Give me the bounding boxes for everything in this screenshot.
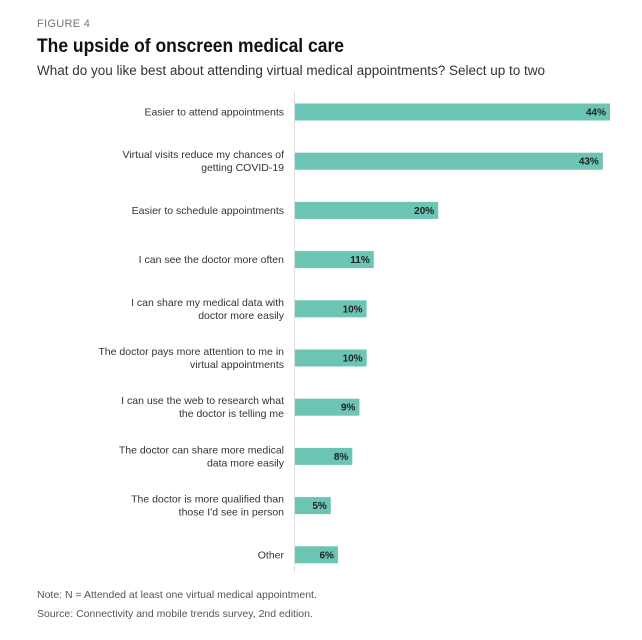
bar [295,497,331,515]
category-label-line: virtual appointments [190,359,284,371]
category-label-line: Easier to schedule appointments [132,205,284,217]
category-label: I can see the doctor more often [139,254,284,266]
bar-value-label: 44% [586,108,606,119]
bar [295,251,374,269]
category-label: Easier to schedule appointments [132,205,284,217]
category-label: The doctor pays more attention to me in v… [98,346,284,371]
figure-label: FIGURE 4 [37,18,91,30]
bar [295,300,367,318]
chart-source: Source: Connectivity and mobile trends s… [37,608,313,620]
chart-note: Note: N = Attended at least one virtual … [37,589,317,601]
bar-value-label: 11% [350,255,370,266]
category-label: I can share my medical data with doctor m… [131,297,285,322]
category-label-line: I can share my medical data with [131,297,284,309]
bar [295,152,603,170]
category-label: Easier to attend appointments [144,107,284,119]
category-label-line: Easier to attend appointments [144,107,284,119]
bar [295,201,439,219]
bar-value-label: 20% [414,206,434,217]
category-label-line: those I'd see in person [179,507,284,519]
chart-title: The upside of onscreen medical care [37,36,344,57]
bar [295,398,360,416]
category-label-line: data more easily [207,457,285,469]
bar [295,103,610,121]
category-label-line: the doctor is telling me [179,408,284,420]
category-label: The doctor can share more medical data mo… [119,444,285,469]
category-label-line: I can see the doctor more often [139,254,284,266]
bar [295,546,338,564]
category-label-line: The doctor is more qualified than [131,494,284,506]
category-label-line: I can use the web to research what [121,395,284,407]
bar-value-label: 43% [579,157,599,168]
bar-value-label: 9% [341,403,356,414]
bar-value-label: 10% [343,354,363,365]
category-label-line: Other [258,549,285,561]
category-label: I can use the web to research what the do… [121,395,284,420]
category-label-line: The doctor pays more attention to me in [98,346,284,358]
bar [295,349,367,367]
category-label: The doctor is more qualified than those I… [131,494,284,519]
category-label: Other [258,549,285,561]
chart-subtitle: What do you like best about attending vi… [37,63,546,78]
category-label-line: Virtual visits reduce my chances of [123,149,285,161]
bar-value-label: 5% [312,501,327,512]
category-label-line: doctor more easily [198,310,285,322]
bar-value-label: 10% [343,304,363,315]
category-label-line: The doctor can share more medical [119,444,284,456]
bar [295,447,353,465]
bar-value-label: 8% [334,452,349,463]
category-label-line: getting COVID-19 [201,162,284,174]
category-label: Virtual visits reduce my chances of getti… [123,149,285,174]
bar-value-label: 6% [320,550,335,561]
